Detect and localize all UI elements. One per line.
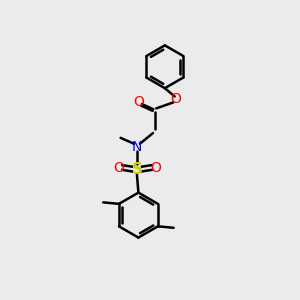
Text: O: O bbox=[113, 160, 124, 175]
Text: O: O bbox=[133, 95, 144, 110]
Text: O: O bbox=[171, 92, 182, 106]
Text: N: N bbox=[132, 140, 142, 154]
Text: S: S bbox=[131, 161, 142, 176]
Text: O: O bbox=[150, 160, 161, 175]
